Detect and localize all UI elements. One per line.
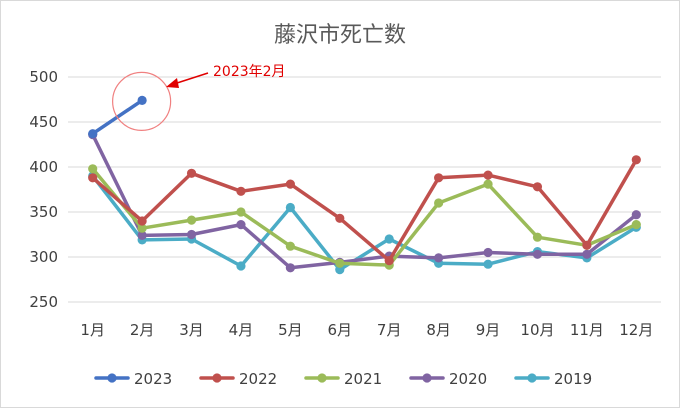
- data-point-2022: [582, 240, 592, 250]
- legend-item-2019: 2019: [514, 370, 592, 388]
- data-point-2021: [236, 207, 246, 217]
- x-tick-label: 3月: [179, 321, 204, 339]
- legend-marker: [422, 373, 432, 383]
- legend-item-2023: 2023: [94, 370, 172, 388]
- x-tick-label: 6月: [328, 321, 353, 339]
- data-point-2022: [186, 168, 197, 178]
- series-line-2022: [90, 158, 639, 263]
- legend-marker: [107, 373, 117, 383]
- data-point-2022: [631, 155, 641, 165]
- data-point-2020: [186, 229, 197, 240]
- chart-title: 藤沢市死亡数: [274, 23, 406, 48]
- data-point-2021: [285, 241, 295, 251]
- data-point-2021: [88, 164, 98, 174]
- data-point-2019: [483, 259, 493, 269]
- data-point-2020: [582, 249, 592, 259]
- legend-label: 2023: [134, 370, 172, 388]
- x-tick-label: 7月: [377, 321, 402, 339]
- annotation-label: 2023年2月: [213, 64, 286, 80]
- data-point-2021: [335, 258, 345, 268]
- data-point-2022: [285, 179, 295, 189]
- legend-marker: [527, 373, 537, 383]
- annotation-arrowhead: [166, 78, 179, 88]
- series-line-2021: [90, 167, 639, 267]
- data-point-2022: [532, 182, 543, 192]
- data-point-2020: [236, 220, 246, 230]
- x-tick-label: 2月: [130, 321, 155, 339]
- series-line-2020: [90, 132, 639, 270]
- y-tick-label: 300: [29, 248, 58, 266]
- x-tick-label: 9月: [476, 321, 501, 339]
- data-point-2021: [532, 232, 543, 242]
- data-point-2020: [434, 253, 444, 263]
- data-point-2021: [434, 198, 444, 208]
- x-tick-label: 10月: [520, 321, 554, 339]
- legend-marker: [212, 373, 222, 383]
- y-tick-label: 450: [29, 113, 58, 131]
- data-point-2023: [137, 95, 147, 105]
- annotation-arrow-line: [176, 72, 209, 84]
- data-point-2020: [631, 210, 641, 220]
- y-tick-label: 250: [29, 293, 58, 311]
- data-point-2022: [88, 173, 98, 183]
- data-point-2020: [285, 263, 295, 273]
- legend-label: 2021: [344, 370, 382, 388]
- data-point-2022: [384, 256, 394, 266]
- legend-marker: [317, 373, 327, 383]
- annotation-circle: [112, 71, 172, 132]
- data-point-2022: [434, 173, 444, 183]
- series-2022: [88, 155, 641, 266]
- legend-item-2020: 2020: [409, 370, 487, 388]
- legend-label: 2022: [239, 370, 277, 388]
- x-tick-label: 1月: [80, 321, 105, 339]
- data-point-2019: [384, 234, 394, 244]
- series-2020: [88, 130, 641, 273]
- data-point-2022: [137, 216, 147, 226]
- legend-item-2021: 2021: [304, 370, 382, 388]
- data-point-2020: [137, 230, 147, 240]
- x-tick-label: 4月: [229, 321, 254, 339]
- data-point-2020: [483, 247, 493, 258]
- data-point-2021: [483, 179, 493, 189]
- data-point-2021: [186, 215, 197, 225]
- data-point-2019: [285, 202, 295, 213]
- legend-label: 2020: [449, 370, 487, 388]
- data-point-2019: [236, 261, 246, 271]
- x-tick-label: 8月: [426, 321, 451, 339]
- y-tick-label: 350: [29, 203, 58, 221]
- x-tick-label: 5月: [278, 321, 303, 339]
- legend-label: 2019: [554, 370, 592, 388]
- data-point-2022: [335, 213, 345, 223]
- y-tick-label: 400: [29, 158, 58, 176]
- x-tick-label: 11月: [570, 321, 604, 339]
- data-point-2021: [631, 220, 641, 230]
- data-point-2019: [335, 265, 345, 275]
- legend-item-2022: 2022: [199, 370, 277, 388]
- data-point-2022: [236, 186, 246, 196]
- y-tick-label: 500: [29, 68, 58, 86]
- data-point-2023: [88, 129, 98, 139]
- x-tick-label: 12月: [619, 321, 653, 339]
- data-point-2022: [483, 170, 493, 180]
- data-point-2021: [137, 223, 147, 233]
- data-point-2020: [532, 249, 543, 259]
